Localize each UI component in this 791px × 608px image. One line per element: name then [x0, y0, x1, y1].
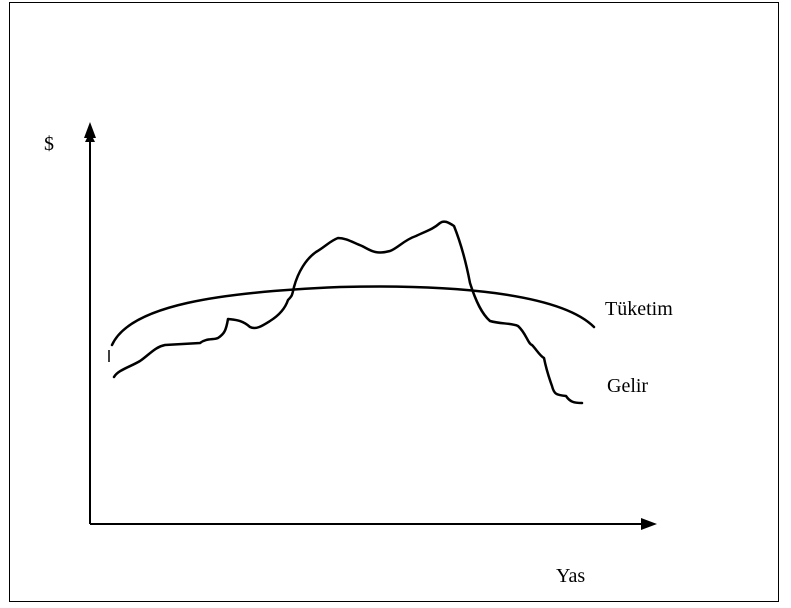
- diagram-frame: [9, 2, 779, 602]
- y-axis-label: $: [44, 133, 54, 155]
- consumption-label: Tüketim: [605, 298, 673, 320]
- consumption-curve: [110, 285, 596, 347]
- x-axis-label: Yas: [556, 565, 586, 587]
- income-curve: [112, 220, 584, 405]
- income-label: Gelir: [607, 375, 649, 397]
- y-axis-arrow-icon: [84, 122, 96, 138]
- x-axis-arrow-icon: [641, 518, 657, 530]
